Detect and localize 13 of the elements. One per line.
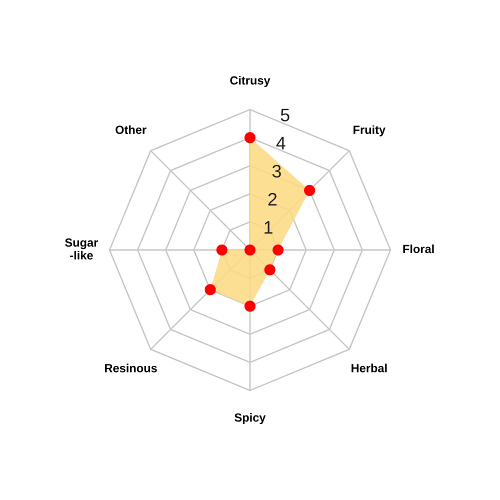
y-tick-label: 1 — [264, 221, 272, 234]
spoke-label: Resinous — [105, 364, 157, 372]
y-tick-label: 2 — [268, 192, 277, 206]
spoke-label: Floral — [403, 244, 434, 254]
y-tick-label: 5 — [280, 108, 290, 122]
y-tick-label: 4 — [276, 136, 286, 150]
spoke-label: Spicy — [234, 413, 266, 424]
y-tick-label: 3 — [272, 164, 281, 178]
spoke-label: Other — [116, 125, 146, 134]
spoke-label: Citrusy — [230, 76, 270, 87]
spoke-label: Herbal — [352, 364, 387, 372]
spoke-label: Fruity — [354, 125, 386, 136]
spoke-label: Sugar -like — [65, 238, 98, 260]
